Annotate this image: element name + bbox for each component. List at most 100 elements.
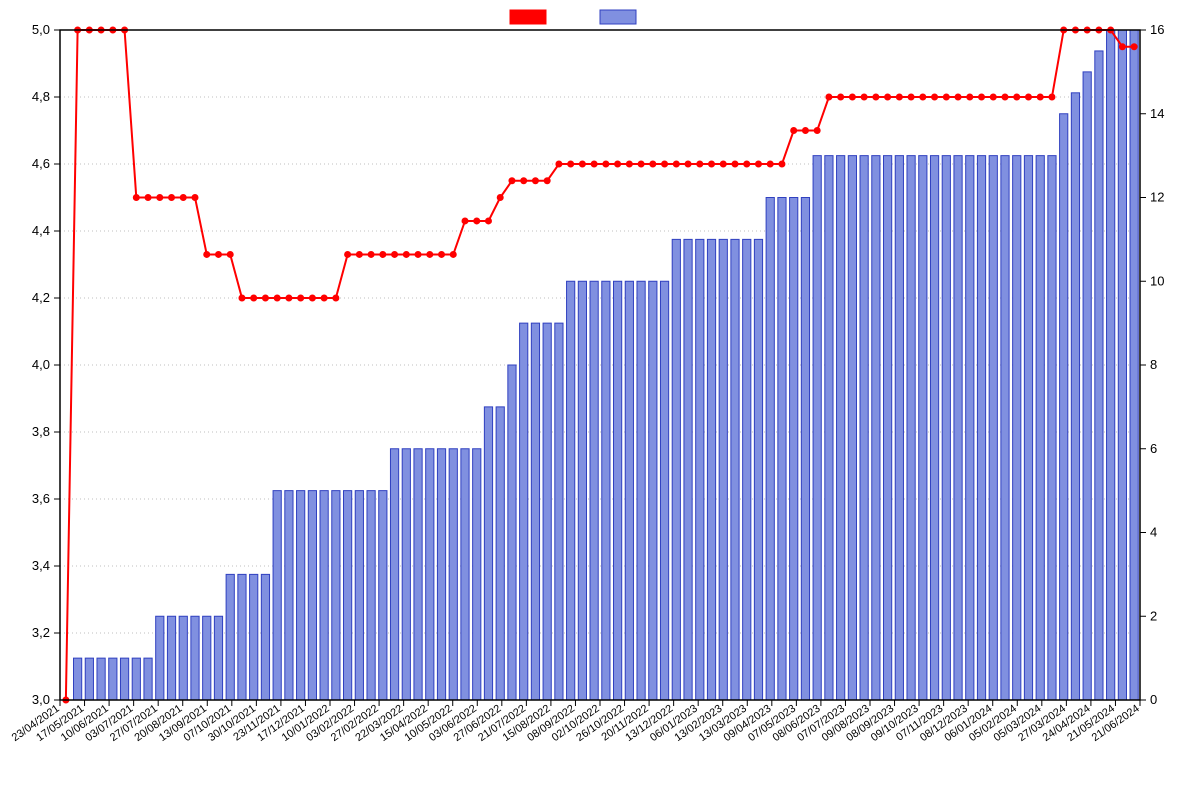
right-axis-label: 8	[1150, 357, 1157, 372]
left-axis-label: 3,4	[32, 558, 50, 573]
line-marker	[661, 161, 668, 168]
bar	[156, 616, 164, 700]
line-marker	[896, 94, 903, 101]
line-marker	[133, 194, 140, 201]
line-marker	[1025, 94, 1032, 101]
bar	[825, 156, 833, 700]
left-axis-label: 4,6	[32, 156, 50, 171]
bar	[179, 616, 187, 700]
line-marker	[285, 295, 292, 302]
line-marker	[192, 194, 199, 201]
line-marker	[567, 161, 574, 168]
line-marker	[508, 177, 515, 184]
line-marker	[1037, 94, 1044, 101]
bar	[696, 239, 704, 700]
bar	[707, 239, 715, 700]
line-marker	[696, 161, 703, 168]
bar	[285, 491, 293, 700]
bar	[743, 239, 751, 700]
bar	[132, 658, 140, 700]
line-marker	[626, 161, 633, 168]
bar	[555, 323, 563, 700]
right-axis-label: 14	[1150, 106, 1164, 121]
line-marker	[1048, 94, 1055, 101]
bar	[954, 156, 962, 700]
line-marker	[403, 251, 410, 258]
line-marker	[614, 161, 621, 168]
line-marker	[1002, 94, 1009, 101]
bar	[590, 281, 598, 700]
bar	[731, 239, 739, 700]
bar	[191, 616, 199, 700]
bar	[344, 491, 352, 700]
line-marker	[332, 295, 339, 302]
line-marker	[802, 127, 809, 134]
line-marker	[849, 94, 856, 101]
bar	[226, 574, 234, 700]
bar	[1036, 156, 1044, 700]
chart-container: 3,03,23,43,63,84,04,24,44,64,85,00246810…	[0, 0, 1200, 800]
line-marker	[297, 295, 304, 302]
line-marker	[438, 251, 445, 258]
line-marker	[145, 194, 152, 201]
bar	[1013, 156, 1021, 700]
bar	[273, 491, 281, 700]
line-marker	[379, 251, 386, 258]
bar	[578, 281, 586, 700]
bar	[801, 198, 809, 701]
bar	[790, 198, 798, 701]
line-marker	[215, 251, 222, 258]
bar	[1001, 156, 1009, 700]
bar	[1060, 114, 1068, 700]
line-marker	[1131, 43, 1138, 50]
bar	[97, 658, 105, 700]
line-marker	[990, 94, 997, 101]
line-marker	[908, 94, 915, 101]
line-marker	[591, 161, 598, 168]
bar	[449, 449, 457, 700]
right-axis-label: 16	[1150, 22, 1164, 37]
right-axis-label: 2	[1150, 608, 1157, 623]
bar	[1130, 30, 1138, 700]
left-axis-label: 4,0	[32, 357, 50, 372]
bar	[778, 198, 786, 701]
line-marker	[168, 194, 175, 201]
line-marker	[790, 127, 797, 134]
line-marker	[544, 177, 551, 184]
bar	[966, 156, 974, 700]
line-marker	[391, 251, 398, 258]
bar	[250, 574, 258, 700]
bar	[907, 156, 915, 700]
line-marker	[673, 161, 680, 168]
line-marker	[450, 251, 457, 258]
line-marker	[602, 161, 609, 168]
left-axis-label: 5,0	[32, 22, 50, 37]
bar	[919, 156, 927, 700]
bar	[261, 574, 269, 700]
bar	[473, 449, 481, 700]
bar	[109, 658, 117, 700]
line-marker	[919, 94, 926, 101]
bar	[297, 491, 305, 700]
line-marker	[814, 127, 821, 134]
line-marker	[743, 161, 750, 168]
line-marker	[955, 94, 962, 101]
bar	[496, 407, 504, 700]
bar	[766, 198, 774, 701]
bar	[1048, 156, 1056, 700]
line-marker	[825, 94, 832, 101]
line-marker	[767, 161, 774, 168]
bar	[379, 491, 387, 700]
line-marker	[861, 94, 868, 101]
line-marker	[309, 295, 316, 302]
line-marker	[485, 217, 492, 224]
bar	[602, 281, 610, 700]
left-axis-label: 4,2	[32, 290, 50, 305]
line-marker	[732, 161, 739, 168]
bar	[684, 239, 692, 700]
line-marker	[262, 295, 269, 302]
line-marker	[638, 161, 645, 168]
line-marker	[520, 177, 527, 184]
right-axis-label: 6	[1150, 441, 1157, 456]
line-marker	[368, 251, 375, 258]
